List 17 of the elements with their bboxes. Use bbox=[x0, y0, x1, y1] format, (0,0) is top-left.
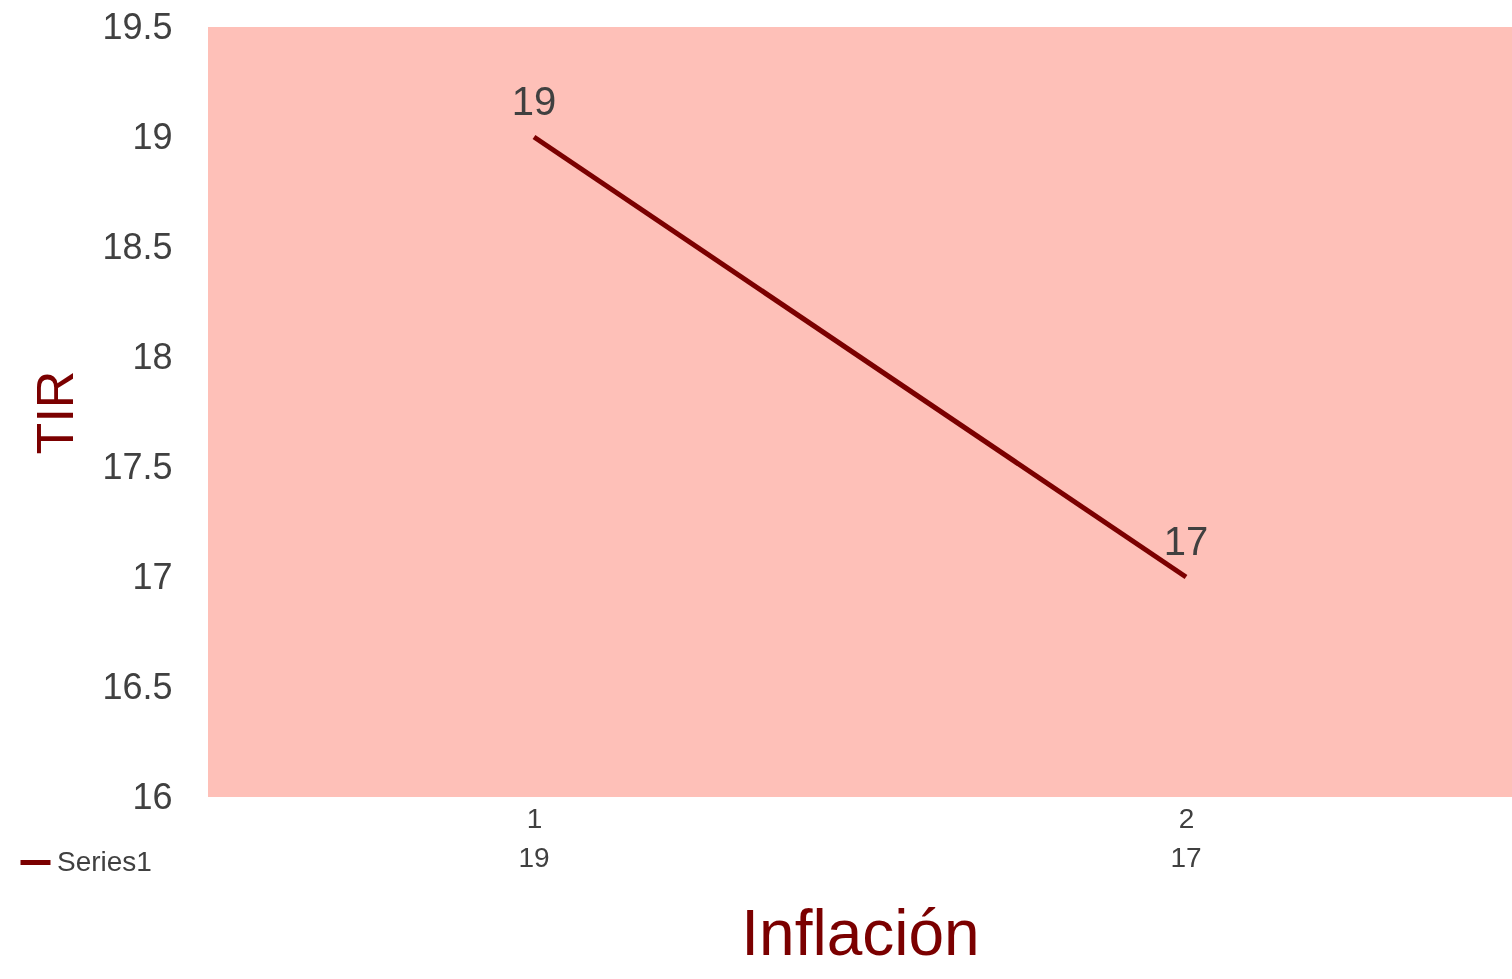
y-tick-label: 17.5 bbox=[102, 445, 173, 487]
y-tick-label: 17 bbox=[132, 555, 173, 597]
y-tick-label: 19.5 bbox=[102, 5, 173, 47]
y-tick-label: 18.5 bbox=[102, 225, 173, 267]
y-tick-label: 19 bbox=[132, 115, 173, 157]
legend-label: Series1 bbox=[57, 845, 152, 877]
annotation: 19 bbox=[511, 79, 557, 123]
data-label: 17 bbox=[1170, 842, 1202, 873]
annotation: 17 bbox=[1163, 519, 1209, 563]
x-tick-label: 1 bbox=[526, 802, 543, 834]
data-label: 19 bbox=[518, 842, 550, 873]
y-axis-title: TIR bbox=[26, 370, 85, 455]
y-tick-label: 16.5 bbox=[102, 665, 173, 707]
y-tick-label: 18 bbox=[132, 335, 173, 377]
x-axis-title: Inflación bbox=[741, 896, 980, 969]
y-tick-label: 16 bbox=[132, 775, 173, 817]
x-tick-label: 2 bbox=[1178, 802, 1195, 834]
